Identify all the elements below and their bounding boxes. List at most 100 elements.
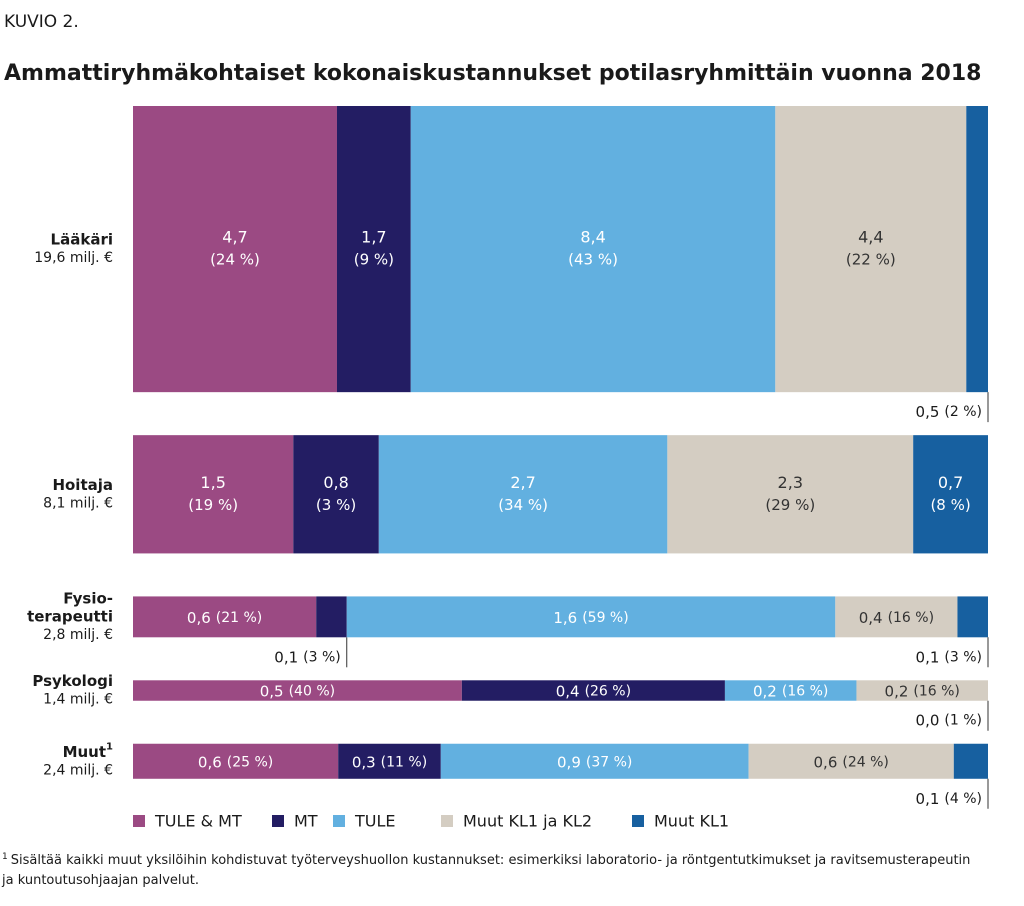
segment	[133, 680, 462, 701]
value-label: 0,6	[187, 608, 211, 626]
segment	[316, 596, 347, 638]
segment	[293, 435, 379, 554]
percent-label: (3 %)	[944, 649, 982, 665]
footnote-text: Sisältää kaikki muut yksilöihin kohdistu…	[11, 853, 971, 868]
percent-label: (3 %)	[303, 649, 341, 665]
percent-label: (40 %)	[289, 684, 336, 700]
legend-label: TULE	[354, 812, 396, 831]
percent-label: (9 %)	[354, 251, 394, 269]
category-label: Muut1	[63, 741, 113, 761]
segment	[667, 435, 914, 554]
percent-label: (24 %)	[842, 754, 889, 770]
value-label: 0,8	[323, 473, 348, 492]
segment	[957, 596, 988, 638]
figure-label: KUVIO 2.	[4, 12, 79, 32]
segment-label: 0,4 (26 %)	[556, 682, 631, 700]
category-total: 2,8 milj. €	[43, 627, 113, 643]
percent-label: (1 %)	[944, 713, 982, 729]
segment	[336, 106, 411, 393]
legend-label: Muut KL1	[654, 812, 729, 831]
value-label: 4,4	[858, 228, 883, 247]
legend-label: Muut KL1 ja KL2	[463, 812, 592, 831]
percent-label: (16 %)	[782, 684, 829, 700]
value-label: 1,6	[553, 608, 577, 626]
percent-label: (16 %)	[913, 684, 960, 700]
legend-swatch	[441, 815, 453, 827]
value-label: 0,6	[814, 753, 838, 771]
percent-label: (29 %)	[765, 496, 815, 514]
percent-label: (8 %)	[930, 496, 970, 514]
segment	[410, 106, 776, 393]
value-label: 2,3	[778, 473, 803, 492]
value-label: 4,7	[222, 228, 247, 247]
category-total: 8,1 milj. €	[43, 495, 113, 511]
category-label: Fysio-	[63, 589, 113, 607]
value-label: 1,5	[200, 473, 225, 492]
segment	[775, 106, 967, 393]
category-total: 2,4 milj. €	[43, 762, 113, 778]
segment-label: 0,2 (16 %)	[753, 682, 828, 700]
percent-label: (25 %)	[227, 754, 274, 770]
percent-label: (22 %)	[846, 251, 896, 269]
value-label: 0,0	[916, 711, 940, 729]
chart-title: Ammattiryhmäkohtaiset kokonaiskustannuks…	[4, 61, 981, 86]
value-label: 0,2	[753, 682, 777, 700]
segment	[346, 596, 836, 638]
segment	[913, 435, 988, 554]
category-total: 19,6 milj. €	[34, 250, 113, 266]
footnote: ja kuntoutusohjaajan palvelut.	[1, 873, 199, 888]
segment-label: 0,6 (24 %)	[814, 753, 889, 771]
percent-label: (4 %)	[944, 791, 982, 807]
percent-label: (19 %)	[188, 496, 238, 514]
segment	[724, 680, 857, 701]
legend-swatch	[133, 815, 145, 827]
segment-label: 0,4 (16 %)	[859, 608, 934, 626]
percent-label: (3 %)	[316, 496, 356, 514]
segment	[338, 743, 441, 779]
segment-label: 0,9 (37 %)	[557, 753, 632, 771]
footnote-mark: 1	[2, 852, 8, 862]
segment	[966, 106, 988, 393]
category-total: 1,4 milj. €	[43, 692, 113, 708]
legend-swatch	[632, 815, 644, 827]
value-label: 0,6	[198, 753, 222, 771]
value-label: 0,9	[557, 753, 581, 771]
segment	[133, 743, 339, 779]
percent-label: (11 %)	[381, 754, 428, 770]
legend-label: MT	[294, 812, 318, 831]
percent-label: (37 %)	[586, 754, 633, 770]
segment-label: 1,6 (59 %)	[553, 608, 628, 626]
footnote: 1 Sisältää kaikki muut yksilöihin kohdist…	[2, 852, 970, 868]
segment-label: 0,3 (11 %)	[352, 753, 427, 771]
value-label: 0,1	[916, 648, 940, 666]
segment-label: 0,6 (25 %)	[198, 753, 273, 771]
category-label: Psykologi	[32, 672, 113, 690]
percent-label: (16 %)	[888, 610, 935, 626]
percent-label: (34 %)	[498, 496, 548, 514]
segment-label: 0,1 (3 %)	[274, 648, 340, 666]
segment	[748, 743, 954, 779]
value-label: 2,7	[510, 473, 535, 492]
value-label: 0,4	[556, 682, 580, 700]
value-label: 0,1	[916, 789, 940, 807]
legend-swatch	[272, 815, 284, 827]
segment	[835, 596, 958, 638]
segment-label: 0,5 (40 %)	[260, 682, 335, 700]
value-label: 0,7	[938, 473, 963, 492]
value-label: 0,3	[352, 753, 376, 771]
value-label: 1,7	[361, 228, 386, 247]
segment	[133, 596, 317, 638]
percent-label: (24 %)	[210, 251, 260, 269]
segment	[856, 680, 988, 701]
segment-label: 0,6 (21 %)	[187, 608, 262, 626]
category-label: Lääkäri	[51, 231, 113, 249]
legend-label: TULE & MT	[154, 812, 242, 831]
percent-label: (43 %)	[568, 251, 618, 269]
segment-label: 0,2 (16 %)	[885, 682, 960, 700]
segment-label: 0,0 (1 %)	[916, 711, 982, 729]
segment-label: 0,1 (4 %)	[916, 789, 982, 807]
segment-label: 0,5 (2 %)	[916, 403, 982, 421]
value-label: 0,5	[916, 403, 940, 421]
value-label: 0,1	[274, 648, 298, 666]
